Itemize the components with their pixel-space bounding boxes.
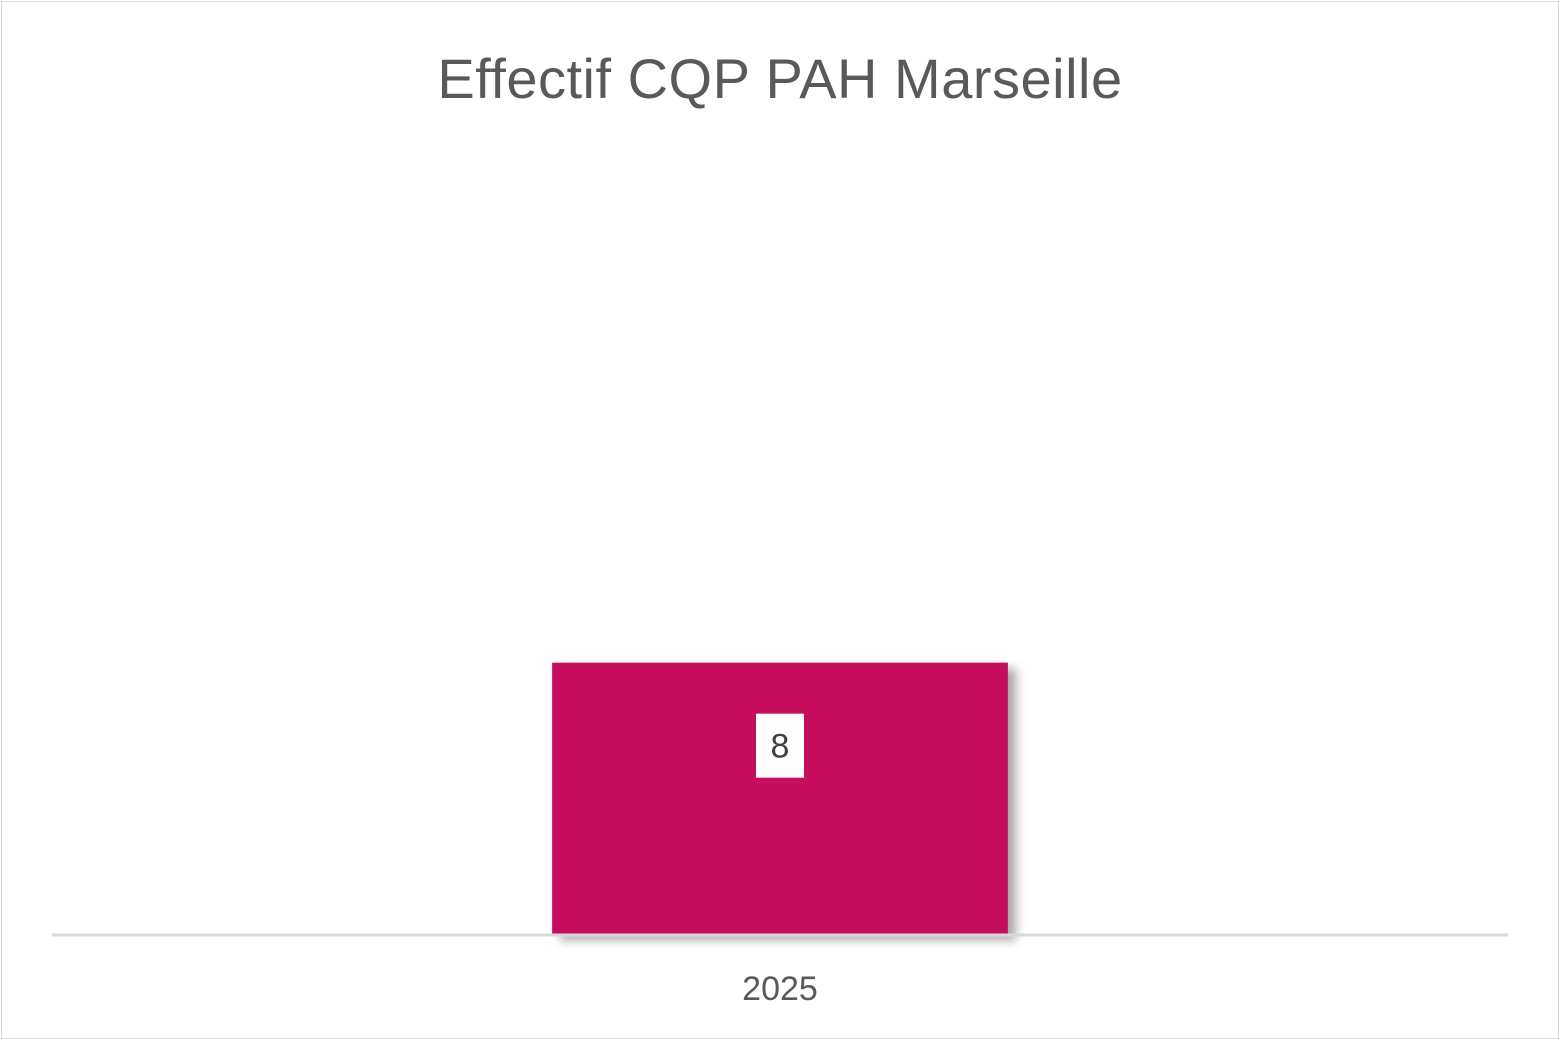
x-tick-label-2025: 2025 [742, 970, 818, 1008]
data-label-2025: 8 [771, 728, 790, 766]
data-label-box-2025 [756, 713, 804, 778]
labels-layer: 8 2025 [742, 713, 818, 1008]
bar-2025 [552, 662, 1008, 934]
bars-layer [552, 662, 1008, 934]
chart-title: Effectif CQP PAH Marseille [437, 47, 1123, 110]
